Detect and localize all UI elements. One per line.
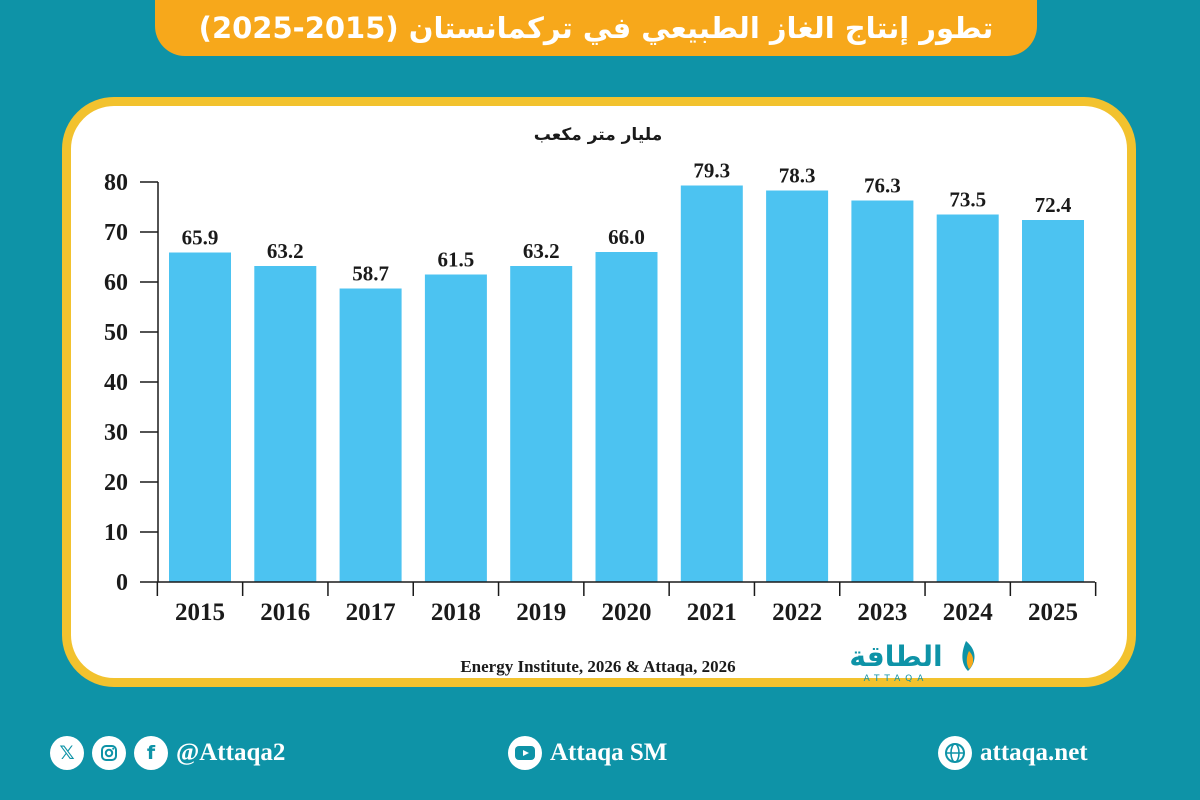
bar [766, 190, 829, 582]
bar [1022, 220, 1084, 582]
youtube-icon[interactable] [508, 736, 542, 770]
y-tick-label: 60 [104, 270, 128, 296]
data-label: 78.3 [779, 164, 816, 188]
x-tick-label: 2020 [602, 599, 652, 626]
y-tick-label: 50 [104, 320, 128, 346]
x-tick-label: 2021 [687, 599, 737, 626]
footer: 𝕏 f @Attaqa2 Attaqa SM attaqa.net [0, 728, 1200, 778]
bar [339, 288, 402, 582]
youtube-link: Attaqa SM [508, 728, 667, 778]
website-label[interactable]: attaqa.net [980, 739, 1088, 766]
y-tick-label: 10 [104, 520, 128, 546]
bar [595, 252, 658, 582]
x-tick-label: 2025 [1028, 599, 1078, 626]
x-tick-label: 2015 [175, 599, 225, 626]
x-icon[interactable]: 𝕏 [50, 736, 84, 770]
y-tick-label: 80 [104, 170, 128, 196]
chart-title: تطور إنتاج الغاز الطبيعي في تركمانستان (… [198, 11, 994, 45]
instagram-icon[interactable] [92, 736, 126, 770]
data-label: 66.0 [608, 225, 645, 249]
social-handle[interactable]: @Attaqa2 [176, 739, 286, 766]
data-label: 76.3 [864, 174, 901, 198]
x-tick-label: 2017 [346, 599, 396, 626]
data-label: 63.2 [267, 239, 304, 263]
attaqa-logo: الطاقة ATTAQA [849, 640, 975, 684]
facebook-icon[interactable]: f [134, 736, 168, 770]
bar [851, 200, 914, 582]
data-label: 58.7 [352, 262, 389, 286]
data-label: 79.3 [693, 159, 730, 183]
logo-latin: ATTAQA [864, 674, 929, 684]
bar [510, 266, 573, 582]
bar [424, 274, 487, 582]
data-label: 65.9 [182, 226, 219, 250]
globe-icon[interactable] [938, 736, 972, 770]
x-tick-label: 2019 [516, 599, 566, 626]
data-label: 63.2 [523, 239, 560, 263]
bar [680, 185, 743, 582]
x-tick-label: 2016 [260, 599, 310, 626]
bar [254, 266, 317, 582]
x-tick-label: 2018 [431, 599, 481, 626]
bar [936, 214, 999, 582]
data-label: 73.5 [949, 188, 986, 212]
x-tick-label: 2022 [772, 599, 822, 626]
x-tick-label: 2024 [943, 599, 994, 626]
data-label: 72.4 [1035, 193, 1072, 217]
y-tick-label: 30 [104, 420, 128, 446]
y-tick-label: 70 [104, 220, 128, 246]
data-label: 61.5 [438, 248, 475, 272]
social-links: 𝕏 f @Attaqa2 [50, 728, 285, 778]
bar [169, 252, 231, 582]
website-link: attaqa.net [938, 728, 1088, 778]
y-tick-label: 40 [104, 370, 128, 396]
y-tick-label: 20 [104, 470, 128, 496]
youtube-label[interactable]: Attaqa SM [550, 739, 668, 766]
x-tick-label: 2023 [857, 599, 907, 626]
y-axis-label: مليار متر مكعب [534, 125, 662, 145]
source-text: Energy Institute, 2026 & Attaqa, 2026 [460, 657, 735, 676]
y-tick-label: 0 [116, 570, 128, 596]
logo-arabic: الطاقة [849, 640, 942, 673]
title-banner: تطور إنتاج الغاز الطبيعي في تركمانستان (… [155, 0, 1037, 56]
